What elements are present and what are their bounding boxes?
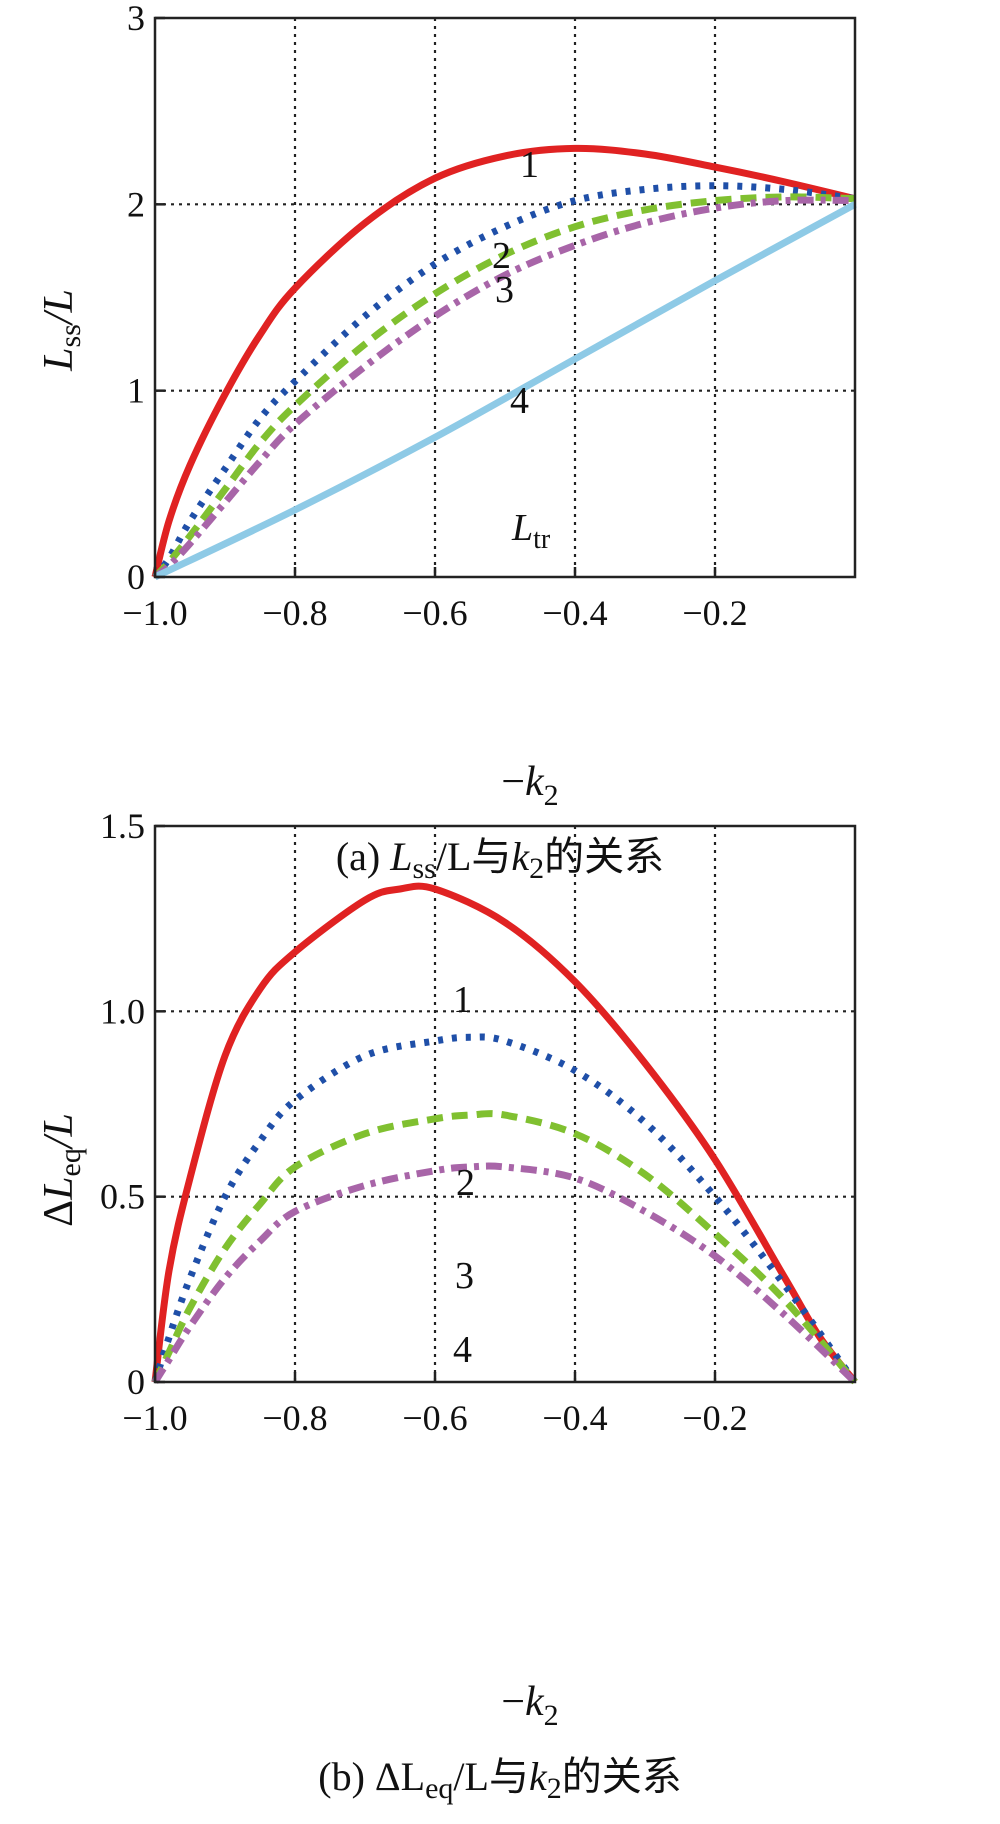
y-tick-label: 0 [127,557,145,597]
panel-b-chart: −1.0 −0.8 −0.6 −0.4 −0.2 0 0.5 1.0 1.5 1 2 3 4 Δ… [36,806,858,1805]
panel-b-y-axis-label: ΔLeq/L [36,1113,87,1227]
panel-a-curve-labels: 1 2 3 4 Ltr [492,144,551,555]
series-line-1 [151,882,858,1385]
x-tick-label: −0.2 [682,1398,747,1438]
series-line-ltr [153,201,857,581]
panel-b-ticks: −1.0 −0.8 −0.6 −0.4 −0.2 0 0.5 1.0 1.5 [100,806,748,1438]
series-line-1 [151,144,856,578]
panel-a-frame [153,16,857,579]
x-tick-label: −0.4 [542,1398,607,1438]
panel-b-frame [153,824,857,1384]
panel-a-y-axis-label: Lss/L [36,289,87,372]
y-tick-label: 0 [127,1362,145,1402]
series-line-4 [152,196,856,580]
x-tick-label: −0.8 [262,1398,327,1438]
y-tick-label: 2 [127,184,145,224]
series-line-3 [152,193,856,580]
y-tick-label: 1.0 [100,991,145,1031]
panel-a-series [151,144,857,581]
panel-b-series [151,882,858,1385]
x-tick-label: −0.6 [402,593,467,633]
curve-label-1: 1 [520,144,539,186]
panel-a-x-axis-label: −k2 [501,759,558,812]
x-tick-label: −0.6 [402,1398,467,1438]
panel-b-curve-labels: 1 2 3 4 [453,979,475,1371]
curve-label-4: 4 [453,1329,472,1371]
curve-label-3: 3 [495,269,514,311]
curve-label-1: 1 [453,979,472,1021]
y-tick-label: 0.5 [100,1177,145,1217]
panel-a-caption: (a) Lss/L与k2的关系 [336,834,664,885]
panel-b-x-axis-label: −k2 [501,1679,558,1732]
x-tick-label: −1.0 [122,1398,187,1438]
x-tick-label: −0.4 [542,593,607,633]
curve-label-2: 2 [492,235,511,277]
panel-b-caption: (b) ΔLeq/L与k2的关系 [318,1754,681,1805]
x-tick-label: −0.2 [682,593,747,633]
y-tick-label: 3 [127,0,145,38]
y-tick-label: 1 [127,371,145,411]
curve-label-4: 4 [510,380,529,422]
curve-label-ltr: Ltr [511,507,551,555]
panel-a-grid [155,18,855,577]
curve-label-2: 2 [456,1162,475,1204]
x-tick-label: −0.8 [262,593,327,633]
series-line-2 [151,1033,858,1385]
series-line-3 [151,1110,858,1385]
y-tick-label: 1.5 [100,806,145,846]
x-tick-label: −1.0 [122,593,187,633]
curve-label-3: 3 [455,1255,474,1297]
panel-b-grid [155,826,855,1382]
series-line-2 [152,182,856,580]
series-line-4 [152,1162,858,1385]
